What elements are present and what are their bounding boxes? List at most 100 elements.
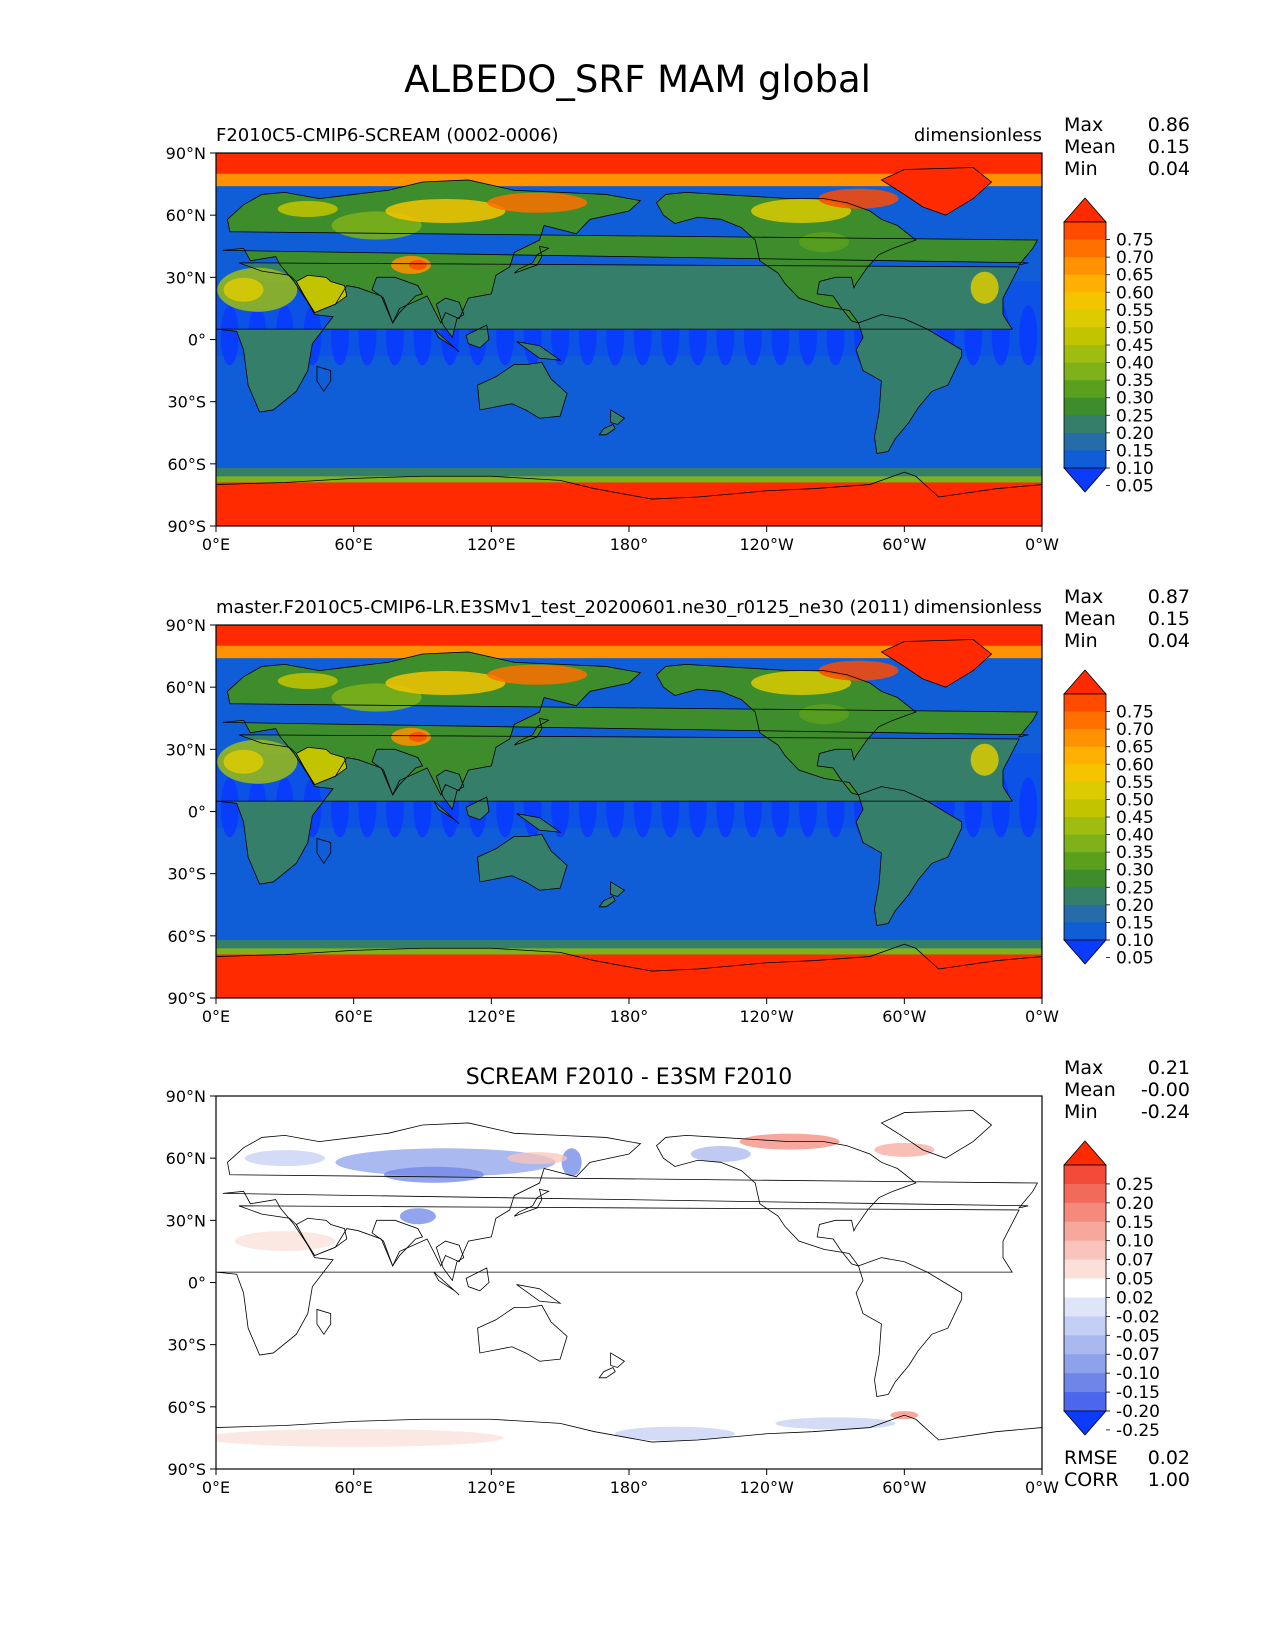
coastline-seAsia	[435, 769, 465, 811]
colorbar-segment	[1064, 817, 1106, 836]
stat-value-rmse: 0.02	[1148, 1447, 1190, 1469]
colorbar-tick-label: 0.25	[1116, 878, 1154, 898]
colorbar-tick-label: 0.30	[1116, 389, 1154, 409]
colorbar-tick-label: -0.25	[1116, 1421, 1160, 1441]
y-tick-label: 30°S	[167, 865, 206, 884]
land-fill-arabia	[296, 275, 347, 313]
coastline-india	[371, 276, 424, 324]
land-fill-southAmerica	[856, 786, 962, 926]
colorbar-extend-min	[1063, 1410, 1107, 1436]
y-tick-label: 0°	[188, 803, 206, 822]
diff-blob	[335, 1148, 556, 1177]
albedo-patch	[408, 259, 427, 270]
coastline-madagascar	[316, 365, 332, 393]
land-fill-australia	[477, 362, 568, 419]
colorbar-tick-label: 0.10	[1116, 459, 1154, 479]
panel-title-left: master.F2010C5-CMIP6-LR.E3SMv1_test_2020…	[216, 597, 909, 618]
colorbar-tick-label: 0.45	[1116, 808, 1154, 828]
colorbar-tick-label: 0.50	[1116, 790, 1154, 810]
colorbar-extend-max	[1063, 197, 1107, 223]
figure-title: ALBEDO_SRF MAM global	[404, 58, 871, 101]
diff-blob	[234, 1231, 335, 1252]
coastline-borneo	[465, 324, 490, 349]
colorbar-tick-label: 0.45	[1116, 336, 1154, 356]
colorbar-segment	[1064, 711, 1106, 730]
colorbar-tick-label: 0.60	[1116, 755, 1154, 775]
colorbar-segment	[1064, 327, 1106, 346]
y-tick-label: 30°N	[166, 740, 206, 759]
coastline-africa	[216, 734, 1020, 885]
x-tick-label: 0°W	[1025, 535, 1059, 554]
albedo-patch	[385, 199, 506, 224]
coastline-newguinea	[516, 813, 562, 833]
colorbar-extend-min	[1063, 467, 1107, 493]
coastline-greenland	[880, 1110, 993, 1159]
land-fill-india	[372, 749, 423, 795]
diff-blob	[690, 1146, 751, 1163]
y-tick-label: 90°S	[167, 989, 206, 1008]
x-tick-label: 60°W	[882, 535, 926, 554]
colorbar-segment	[1064, 432, 1106, 451]
colorbar-tick-label: -0.10	[1116, 1364, 1160, 1384]
colorbar-segment	[1064, 799, 1106, 818]
coastline-eurasia	[222, 179, 1039, 324]
tropical-lobe	[1019, 777, 1038, 838]
coastline-madagascar	[316, 837, 332, 865]
colorbar-tick-label: 0.70	[1116, 720, 1154, 740]
stat-label-min: Min	[1064, 158, 1098, 180]
colorbar-segment	[1064, 746, 1106, 765]
colorbar-segment	[1064, 1335, 1106, 1355]
stat-label-corr: CORR	[1064, 1469, 1119, 1491]
albedo-patch	[751, 199, 852, 224]
y-tick-label: 60°N	[166, 678, 206, 697]
stat-value-min: -0.24	[1141, 1101, 1190, 1123]
colorbar-segment	[1064, 1373, 1106, 1393]
stat-label-min: Min	[1064, 630, 1098, 652]
stat-label-max: Max	[1064, 586, 1103, 608]
x-tick-label: 120°E	[467, 1007, 516, 1026]
diff-blob	[561, 1148, 582, 1177]
y-tick-label: 90°S	[167, 517, 206, 536]
colorbar-segment	[1064, 1240, 1106, 1261]
coastline-eurasia	[222, 1122, 1039, 1267]
colorbar-segment	[1064, 1278, 1106, 1298]
colorbar-tick-label: 0.07	[1116, 1251, 1154, 1271]
coastline-japan	[514, 245, 550, 274]
land-fill-seAsia	[436, 298, 464, 338]
x-tick-label: 0°E	[202, 1478, 230, 1497]
colorbar-tick-label: -0.05	[1116, 1326, 1160, 1346]
colorbar-tick-label: 0.75	[1116, 703, 1154, 723]
coastline-madagascar	[316, 1308, 332, 1336]
albedo-patch	[799, 704, 850, 725]
land-fill-india	[372, 277, 423, 323]
y-tick-label: 0°	[188, 1274, 206, 1293]
colorbar-tick-label: 0.30	[1116, 861, 1154, 881]
albedo-patch	[487, 192, 588, 213]
map-field	[216, 153, 1042, 526]
colorbar-tick-label: 0.40	[1116, 354, 1154, 374]
albedo-patch	[799, 232, 850, 253]
coastline-seAsia	[435, 1240, 465, 1282]
y-tick-label: 30°S	[167, 393, 206, 412]
coastline-sumatra	[433, 800, 460, 825]
x-tick-label: 0°E	[202, 535, 230, 554]
colorbar-tick-label: 0.15	[1116, 1213, 1154, 1233]
coastline-seAsia	[435, 297, 465, 339]
stat-label-mean: Mean	[1064, 136, 1116, 158]
stat-value-mean: 0.15	[1148, 136, 1190, 158]
coastline-eurasia	[222, 651, 1039, 796]
albedo-patch	[970, 271, 999, 304]
colorbar-segment	[1064, 694, 1106, 713]
x-tick-label: 0°E	[202, 1007, 230, 1026]
diff-blob	[874, 1142, 935, 1157]
land-fill-newguinea	[516, 341, 561, 361]
y-tick-label: 60°N	[166, 206, 206, 225]
land-fill-greenland	[881, 639, 992, 688]
colorbar-tick-label: 0.70	[1116, 248, 1154, 268]
albedo-patch	[277, 672, 338, 689]
albedo-patch	[408, 731, 427, 742]
y-tick-label: 30°N	[166, 1211, 206, 1230]
colorbar-tick-label: 0.20	[1116, 1194, 1154, 1214]
stat-label-mean: Mean	[1064, 1079, 1116, 1101]
colorbar-segment	[1064, 415, 1106, 434]
